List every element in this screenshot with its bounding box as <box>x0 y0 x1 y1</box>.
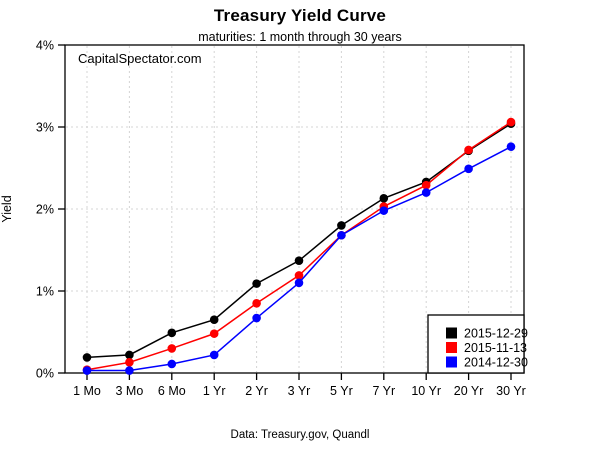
data-point <box>379 194 389 203</box>
data-point <box>82 366 92 375</box>
x-tick-label: 7 Yr <box>372 384 395 398</box>
legend-swatch <box>446 342 457 353</box>
data-point <box>294 271 304 280</box>
legend-label: 2015-11-13 <box>464 341 527 355</box>
data-source-caption: Data: Treasury.gov, Quandl <box>230 429 370 441</box>
legend-swatch <box>446 356 457 368</box>
data-point <box>167 359 177 369</box>
x-tick-label: 5 Yr <box>330 384 353 398</box>
legend-label: 2015-12-29 <box>464 327 528 341</box>
data-point <box>125 350 134 360</box>
data-point <box>125 366 134 375</box>
y-tick-label: 2% <box>36 203 54 217</box>
x-tick-label: 2 Yr <box>245 384 268 398</box>
data-point <box>464 145 473 155</box>
data-point <box>337 230 346 240</box>
data-point <box>167 328 177 338</box>
data-point <box>421 188 431 197</box>
data-point <box>82 353 92 362</box>
legend-swatch <box>446 327 457 339</box>
legend-box <box>427 314 525 374</box>
x-tick-label: 1 Mo <box>73 384 101 398</box>
x-tick-label: 30 Yr <box>496 384 526 398</box>
data-point <box>252 313 261 323</box>
data-point <box>167 344 177 353</box>
watermark: CapitalSpectator.com <box>78 51 202 66</box>
data-point <box>337 221 346 230</box>
data-point <box>294 278 304 288</box>
y-tick-label: 0% <box>36 367 54 381</box>
legend-label: 2014-12-30 <box>464 356 528 370</box>
x-tick-label: 20 Yr <box>454 384 484 398</box>
chart-title: Treasury Yield Curve <box>213 6 387 25</box>
data-point <box>209 350 219 360</box>
x-tick-label: 6 Mo <box>158 384 186 398</box>
x-tick-label: 3 Yr <box>288 384 311 398</box>
data-point <box>252 279 261 288</box>
x-tick-label: 3 Mo <box>116 384 144 398</box>
data-point <box>379 206 389 215</box>
y-tick-label: 3% <box>36 121 54 135</box>
data-point <box>421 180 431 190</box>
data-point <box>506 117 516 127</box>
data-point <box>209 329 219 338</box>
data-point <box>209 315 219 325</box>
data-point <box>294 256 304 265</box>
data-point <box>464 164 473 174</box>
data-point <box>125 358 134 367</box>
data-point <box>506 142 516 151</box>
data-point <box>252 299 261 308</box>
chart-subtitle: maturities: 1 month through 30 years <box>198 30 402 44</box>
y-tick-label: 4% <box>36 39 54 53</box>
y-tick-label: 1% <box>36 285 54 299</box>
x-tick-label: 1 Yr <box>203 384 226 398</box>
x-tick-label: 10 Yr <box>411 384 441 398</box>
